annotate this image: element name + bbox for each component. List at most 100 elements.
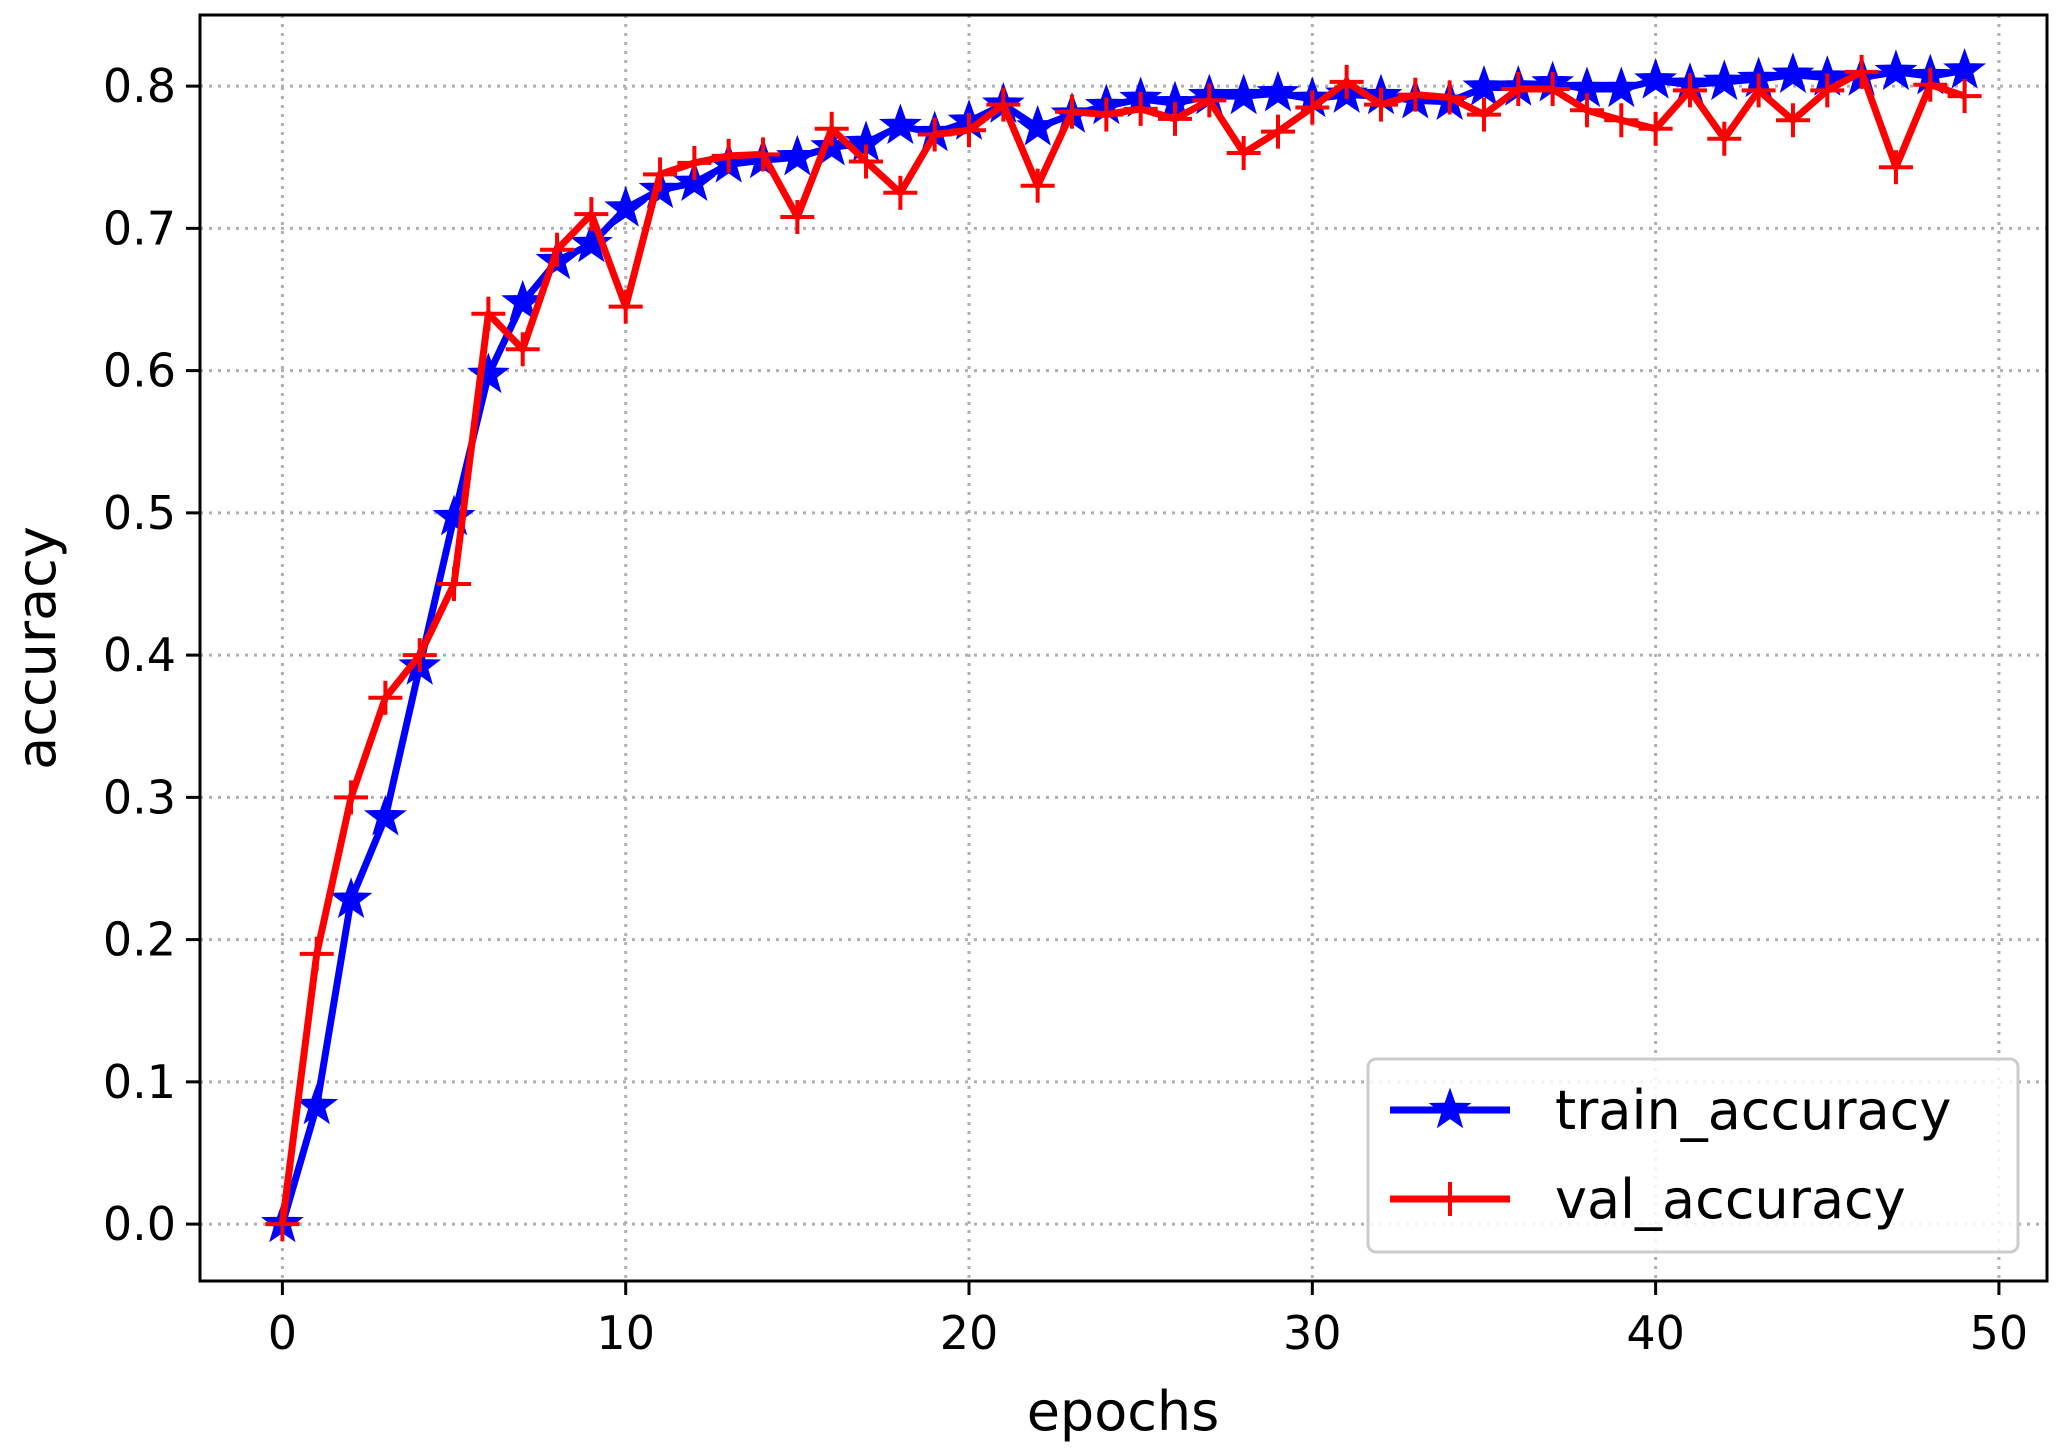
data-point xyxy=(1398,77,1433,112)
data-point xyxy=(466,352,510,394)
x-tick-label: 10 xyxy=(596,1306,655,1360)
data-point xyxy=(1771,52,1815,93)
data-point xyxy=(1363,87,1398,122)
data-point xyxy=(917,117,952,152)
data-point xyxy=(1157,101,1192,136)
data-point xyxy=(402,638,437,673)
data-point xyxy=(952,113,987,148)
data-point xyxy=(1672,73,1707,108)
data-point xyxy=(265,1207,300,1242)
data-point xyxy=(1329,64,1364,99)
data-point xyxy=(1226,135,1261,170)
series-layer xyxy=(260,47,1987,1243)
data-point xyxy=(1604,103,1639,138)
y-tick-label: 0.4 xyxy=(103,628,176,682)
data-point xyxy=(299,936,334,971)
y-tick-label: 0.2 xyxy=(103,913,176,967)
legend-label: train_accuracy xyxy=(1555,1079,1951,1142)
y-tick-label: 0.6 xyxy=(103,344,176,398)
data-point xyxy=(1016,104,1060,146)
x-tick-label: 0 xyxy=(268,1306,297,1360)
y-tick-label: 0.5 xyxy=(103,486,176,540)
data-point xyxy=(1192,83,1227,118)
data-point xyxy=(746,137,781,172)
legend: train_accuracy val_accuracy xyxy=(1366,1057,2020,1254)
data-point xyxy=(1913,67,1948,102)
y-tick-label: 0.3 xyxy=(103,770,176,824)
data-point xyxy=(1260,114,1295,149)
data-point xyxy=(986,87,1021,122)
ticks: 0 10 20 30 40 50 0.0 0.1 0.2 0.3 0.4 0.5 0.6 0.7 0.8 xyxy=(103,59,2028,1360)
data-point xyxy=(1599,66,1643,108)
legend-label: val_accuracy xyxy=(1555,1168,1906,1231)
y-tick-label: 0.7 xyxy=(103,201,176,255)
series-val-accuracy xyxy=(265,54,1982,1242)
data-point xyxy=(471,296,506,331)
data-point xyxy=(1535,71,1570,106)
data-point xyxy=(643,157,678,192)
x-tick-label: 20 xyxy=(940,1306,999,1360)
data-point xyxy=(329,877,373,918)
data-point xyxy=(1878,150,1913,185)
data-point xyxy=(437,566,472,601)
x-tick-label: 30 xyxy=(1283,1306,1342,1360)
data-point xyxy=(1256,70,1300,112)
data-point xyxy=(1874,49,1918,91)
x-axis-label: epochs xyxy=(1027,1380,1220,1443)
legend-box xyxy=(1366,1057,2020,1254)
data-point xyxy=(672,160,716,202)
data-point xyxy=(814,111,849,146)
data-point xyxy=(1123,91,1158,126)
legend-item: train_accuracy xyxy=(1390,1079,1951,1142)
data-point xyxy=(878,103,922,145)
data-point xyxy=(604,185,648,227)
plot-frame xyxy=(198,13,2049,1283)
data-point xyxy=(1055,94,1090,129)
y-tick-label: 0.1 xyxy=(103,1055,176,1109)
data-point xyxy=(1501,71,1536,106)
data-point xyxy=(780,199,815,234)
y-tick-label: 0.0 xyxy=(103,1197,176,1251)
data-point xyxy=(1222,73,1266,115)
data-point xyxy=(334,780,369,815)
data-point xyxy=(1569,93,1604,128)
data-point xyxy=(1295,90,1330,125)
data-point xyxy=(1844,54,1879,89)
data-point xyxy=(432,494,476,536)
data-point xyxy=(1943,47,1987,89)
data-point xyxy=(711,138,746,173)
data-point xyxy=(677,145,712,180)
data-point xyxy=(1466,97,1501,132)
data-point xyxy=(569,221,613,263)
y-axis-label: accuracy xyxy=(5,526,68,770)
y-tick-label: 0.8 xyxy=(103,59,176,113)
data-point xyxy=(849,144,884,179)
data-point xyxy=(1020,168,1055,203)
data-point xyxy=(363,794,407,836)
data-point xyxy=(368,680,403,715)
data-point xyxy=(1810,73,1845,108)
data-point xyxy=(608,289,643,324)
data-point xyxy=(1947,79,1982,114)
data-point xyxy=(1634,57,1678,99)
data-point xyxy=(1638,111,1673,146)
legend-item: val_accuracy xyxy=(1390,1168,1906,1231)
data-point xyxy=(775,134,819,176)
data-point xyxy=(1741,73,1776,108)
legend-marker xyxy=(1433,1182,1467,1216)
x-tick-label: 40 xyxy=(1626,1306,1685,1360)
data-point xyxy=(1775,103,1810,138)
legend-marker xyxy=(1428,1087,1472,1129)
data-point xyxy=(1432,80,1467,115)
data-point xyxy=(574,197,609,232)
data-point xyxy=(1702,59,1746,101)
data-point xyxy=(540,232,575,267)
data-point xyxy=(1089,97,1124,132)
grid xyxy=(200,15,2047,1281)
data-point xyxy=(883,175,918,210)
data-point xyxy=(505,332,540,367)
x-tick-label: 50 xyxy=(1970,1306,2029,1360)
series-line xyxy=(278,68,1966,1225)
data-point xyxy=(1707,121,1742,156)
